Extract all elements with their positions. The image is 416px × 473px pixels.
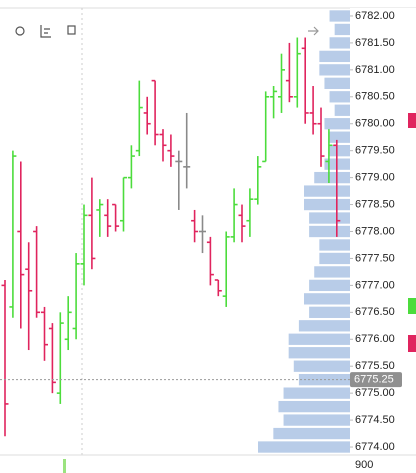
- profile-bar: [258, 441, 350, 453]
- y-tick-label: 6776.50: [355, 306, 395, 318]
- last-price-label: 6775.25: [354, 374, 394, 386]
- y-tick-label: 6780.50: [355, 91, 395, 103]
- y-tick-label: 6779.50: [355, 145, 395, 157]
- price-axis: 6774.00 6774.50 6775.00 6775.50 6776.00 6776.…: [350, 8, 416, 455]
- profile-bar: [329, 131, 350, 143]
- profile-bar: [304, 293, 350, 305]
- y-tick-label: 6778.50: [355, 198, 395, 210]
- profile-bar: [329, 91, 350, 103]
- profile-bar: [329, 145, 350, 157]
- profile-bar: [314, 171, 350, 184]
- y-tick-label: 6780.00: [355, 118, 395, 130]
- y-tick-label: 6779.00: [355, 172, 395, 184]
- profile-bar: [283, 414, 350, 426]
- profile-bar: [288, 333, 350, 345]
- y-tick-label: 6782.00: [355, 10, 395, 22]
- profile-bar: [304, 198, 350, 211]
- profile-bar: [298, 320, 350, 332]
- profile-bar: [283, 387, 350, 399]
- y-tick-label: 6775.00: [355, 387, 395, 399]
- y-tick-label: 6777.50: [355, 252, 395, 264]
- price-bars: [1, 37, 341, 437]
- y-tick-label: 6775.50: [355, 360, 395, 372]
- profile-bar: [319, 64, 350, 76]
- profile-bar: [324, 118, 350, 130]
- settings-icon[interactable]: [15, 26, 25, 36]
- profile-bar: [309, 279, 350, 292]
- y-tick-label: 6781.00: [355, 64, 395, 76]
- profile-bar: [309, 212, 350, 224]
- y-tick-label: 6776.00: [355, 333, 395, 345]
- layout-icon[interactable]: [67, 25, 76, 35]
- y-tick-label: 6774.00: [355, 441, 395, 453]
- profile-bar: [314, 266, 350, 278]
- scroll-arrow[interactable]: [308, 26, 319, 36]
- profile-bar: [319, 252, 350, 265]
- profile-bar: [324, 77, 350, 89]
- volume-bar: [63, 459, 66, 473]
- y-tick-label: 6777.00: [355, 279, 395, 291]
- lower-pane-tick: 900: [355, 459, 373, 471]
- indicator-icon[interactable]: [40, 25, 51, 38]
- y-tick-label: 6781.50: [355, 37, 395, 49]
- profile-bar: [293, 360, 350, 372]
- y-tick-label: 6774.50: [355, 414, 395, 426]
- profile-bar: [288, 347, 350, 359]
- profile-bar: [319, 239, 350, 251]
- profile-bar: [278, 400, 350, 413]
- profile-bar: [309, 306, 350, 318]
- profile-bar: [329, 37, 350, 49]
- profile-bar: [329, 10, 350, 22]
- edge-marker: [408, 335, 416, 352]
- profile-bar: [334, 23, 350, 36]
- profile-bar: [319, 50, 350, 63]
- profile-bar: [273, 427, 350, 440]
- edge-marker: [408, 298, 416, 314]
- toolbar: [15, 25, 319, 38]
- profile-bar: [309, 225, 350, 238]
- profile-bar: [304, 185, 350, 197]
- last-price-tag: [350, 372, 402, 388]
- profile-bar: [334, 104, 350, 116]
- edge-marker: [408, 113, 416, 128]
- y-tick-label: 6778.00: [355, 225, 395, 237]
